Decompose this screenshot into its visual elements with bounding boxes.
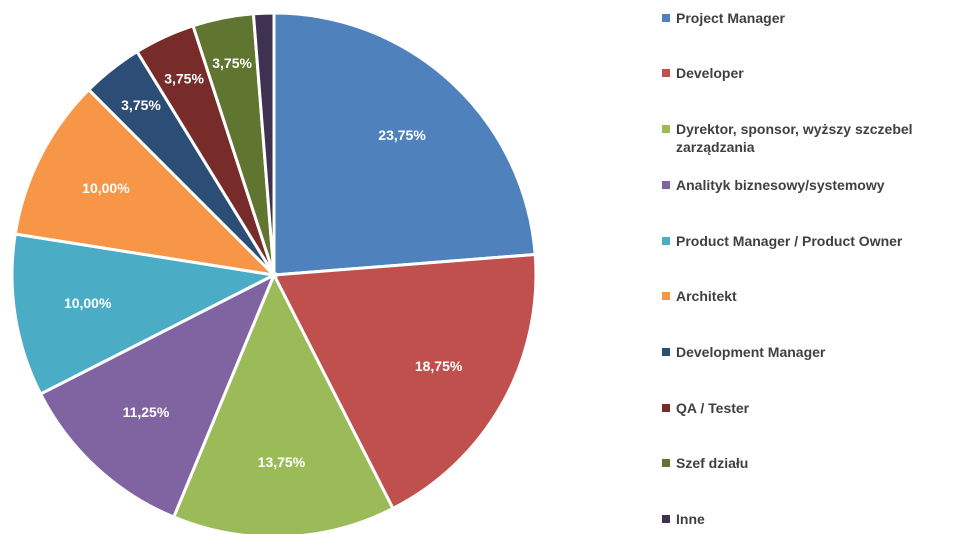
legend-item: Developer xyxy=(662,64,967,82)
legend-swatch xyxy=(662,404,670,412)
legend-item: Dyrektor, sponsor, wyższy szczebel zarzą… xyxy=(662,120,967,156)
legend-item: Architekt xyxy=(662,287,967,305)
legend-swatch xyxy=(662,515,670,523)
slice xyxy=(10,232,279,396)
legend-label: Product Manager / Product Owner xyxy=(676,233,903,249)
legend-swatch xyxy=(662,348,670,356)
legend-swatch xyxy=(662,459,670,467)
legend-label: Project Manager xyxy=(676,10,785,26)
legend-swatch xyxy=(662,69,670,77)
data-label: 10,00% xyxy=(64,295,112,311)
data-label: 13,75% xyxy=(258,454,306,470)
slice xyxy=(272,11,537,277)
legend-label: Architekt xyxy=(676,288,737,304)
legend-label: Dyrektor, sponsor, wyższy szczebel zarzą… xyxy=(676,121,913,155)
slice xyxy=(171,271,395,534)
legend-item: Szef działu xyxy=(662,454,967,472)
legend-label: Developer xyxy=(676,65,744,81)
slice xyxy=(251,11,276,276)
legend-swatch xyxy=(662,292,670,300)
legend-label: Development Manager xyxy=(676,344,826,360)
legend-label: Szef działu xyxy=(676,455,749,471)
data-label: 18,75% xyxy=(415,358,463,374)
legend-label: QA / Tester xyxy=(676,400,750,416)
data-label: 3,75% xyxy=(121,97,161,113)
legend-swatch xyxy=(662,125,670,133)
legend-item: QA / Tester xyxy=(662,399,967,417)
slice xyxy=(13,87,279,278)
data-label: 10,00% xyxy=(82,180,130,196)
legend-item: Development Manager xyxy=(662,343,967,361)
slice xyxy=(38,271,277,520)
legend-item: Analityk biznesowy/systemowy xyxy=(662,176,967,194)
legend-label: Analityk biznesowy/systemowy xyxy=(676,177,885,193)
data-label: 11,25% xyxy=(123,404,170,420)
legend-swatch xyxy=(662,14,670,22)
slice xyxy=(271,252,538,511)
legend-item: Inne xyxy=(662,510,967,528)
legend-item: Project Manager xyxy=(662,9,967,27)
data-label: 3,75% xyxy=(212,55,252,71)
data-label: 23,75% xyxy=(378,127,426,143)
data-label: 3,75% xyxy=(164,71,204,87)
legend-swatch xyxy=(662,237,670,245)
legend-item: Product Manager / Product Owner xyxy=(662,232,967,250)
legend-swatch xyxy=(662,181,670,189)
legend-label: Inne xyxy=(676,511,705,527)
